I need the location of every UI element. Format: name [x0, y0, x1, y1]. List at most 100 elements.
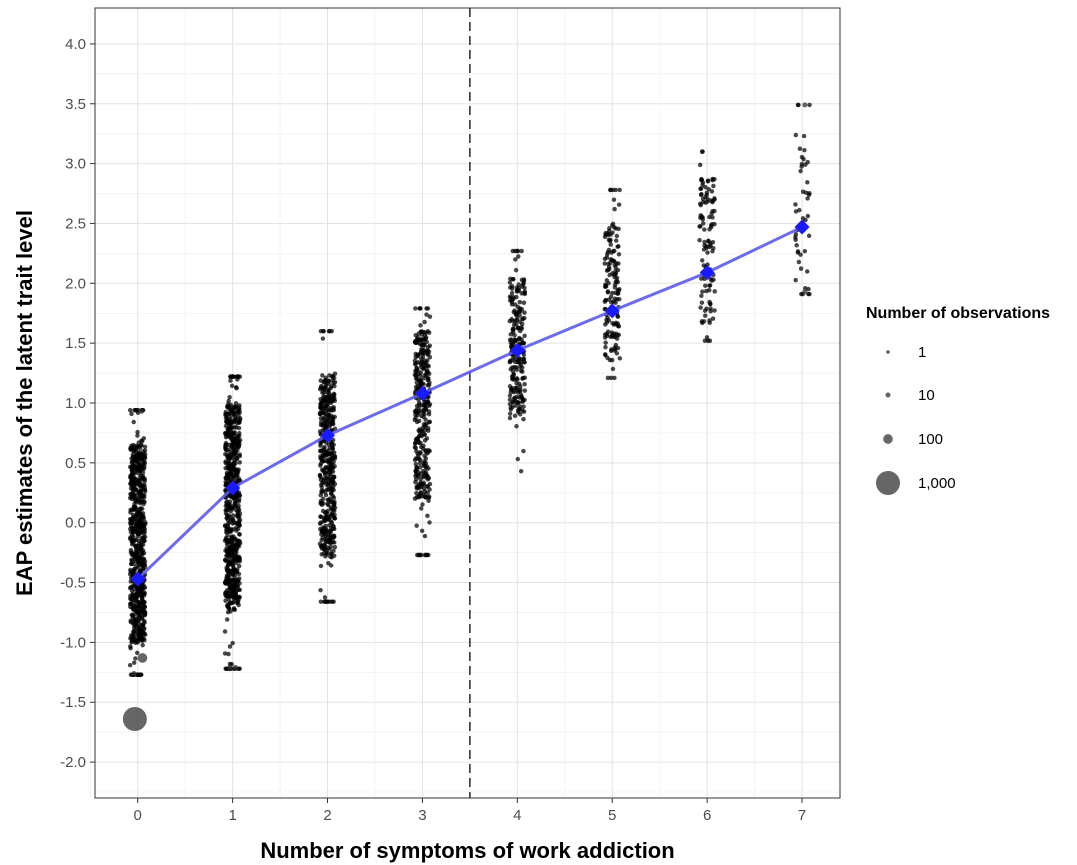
- data-point: [802, 147, 807, 153]
- data-point: [419, 506, 424, 511]
- data-point: [608, 187, 613, 193]
- data-point: [318, 405, 323, 410]
- data-point: [426, 411, 432, 417]
- data-point: [237, 407, 242, 412]
- data-point: [514, 367, 519, 372]
- data-point: [517, 381, 522, 387]
- data-point: [224, 507, 229, 513]
- data-point: [423, 460, 429, 466]
- data-point: [698, 305, 703, 310]
- data-point: [521, 278, 527, 283]
- data-point: [806, 291, 811, 297]
- data-point: [227, 644, 233, 649]
- data-point: [803, 217, 808, 223]
- data-point: [422, 402, 428, 407]
- data-point: [130, 636, 136, 642]
- data-point: [136, 493, 142, 499]
- data-point: [332, 544, 338, 550]
- x-tick-label: 1: [228, 807, 236, 824]
- data-point: [328, 499, 334, 505]
- data-point: [616, 252, 622, 257]
- data-point: [509, 302, 515, 307]
- data-point: [799, 161, 805, 167]
- data-point: [704, 306, 709, 312]
- data-point: [318, 563, 324, 569]
- data-point: [603, 340, 608, 345]
- data-point: [516, 254, 521, 259]
- data-point: [518, 468, 524, 474]
- data-point: [512, 333, 517, 338]
- data-point: [230, 582, 235, 588]
- data-point: [229, 559, 235, 564]
- data-point: [710, 176, 715, 182]
- data-point: [703, 184, 708, 190]
- data-point: [136, 538, 142, 544]
- data-point-large: [122, 707, 147, 731]
- data-point: [426, 330, 432, 335]
- data-point: [511, 295, 516, 300]
- data-point: [522, 310, 527, 315]
- data-point: [327, 373, 332, 378]
- data-point: [709, 224, 714, 230]
- data-point: [605, 375, 611, 381]
- legend-key-circle: [885, 392, 891, 398]
- data-point: [236, 563, 242, 569]
- data-point: [332, 392, 337, 397]
- data-point: [138, 543, 143, 549]
- data-point: [419, 433, 424, 439]
- data-point: [426, 495, 432, 500]
- data-point: [707, 214, 712, 220]
- data-point: [514, 338, 519, 343]
- data-point: [327, 472, 333, 477]
- data-point: [512, 318, 518, 323]
- data-point: [226, 460, 231, 465]
- data-point: [140, 475, 146, 480]
- data-point: [237, 493, 243, 498]
- data-point: [328, 519, 334, 524]
- data-point: [226, 606, 232, 611]
- data-point: [330, 478, 335, 483]
- data-point: [142, 593, 147, 598]
- data-point: [324, 407, 330, 412]
- data-point: [516, 400, 521, 405]
- data-point: [417, 492, 422, 498]
- data-point: [793, 232, 799, 237]
- data-point: [130, 613, 136, 618]
- data-point: [614, 233, 620, 239]
- data-point: [612, 248, 617, 254]
- data-point: [229, 506, 235, 512]
- data-point: [512, 413, 518, 419]
- data-point: [229, 374, 234, 379]
- data-point: [418, 337, 424, 343]
- data-point: [142, 479, 147, 484]
- data-point: [806, 233, 812, 239]
- data-point: [522, 360, 527, 365]
- data-point: [700, 149, 705, 154]
- data-point: [231, 446, 236, 452]
- data-point: [703, 200, 708, 205]
- data-point: [508, 386, 514, 392]
- data-point: [130, 594, 135, 600]
- data-point: [796, 259, 802, 265]
- data-point: [519, 326, 525, 331]
- data-point: [798, 266, 804, 271]
- data-point: [318, 411, 323, 417]
- data-point: [612, 206, 617, 212]
- data-point: [319, 502, 325, 508]
- data-point: [613, 290, 618, 296]
- data-point: [793, 132, 799, 138]
- data-point: [424, 373, 429, 379]
- data-point: [426, 466, 431, 471]
- data-point: [418, 480, 423, 485]
- data-point: [227, 579, 232, 585]
- data-point: [229, 424, 235, 430]
- data-point: [236, 497, 242, 502]
- data-point: [325, 508, 330, 514]
- data-point: [136, 599, 141, 605]
- grid-layer: [89, 8, 840, 798]
- data-point: [235, 377, 240, 382]
- data-point: [616, 202, 622, 207]
- data-point: [142, 455, 148, 461]
- data-point: [318, 463, 323, 468]
- data-point: [423, 456, 429, 461]
